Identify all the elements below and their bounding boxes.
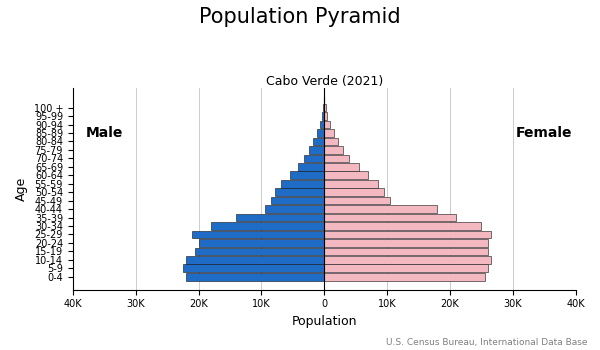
- Bar: [192, 231, 324, 238]
- Bar: [324, 197, 390, 204]
- Bar: [324, 256, 491, 264]
- Bar: [324, 239, 488, 247]
- Bar: [324, 205, 437, 213]
- Text: Male: Male: [86, 126, 123, 140]
- Bar: [275, 188, 324, 196]
- Bar: [324, 273, 485, 281]
- Bar: [290, 172, 324, 179]
- Bar: [324, 180, 377, 188]
- Bar: [211, 222, 324, 230]
- Bar: [320, 121, 324, 128]
- X-axis label: Population: Population: [292, 315, 357, 328]
- Bar: [308, 146, 324, 154]
- Bar: [265, 205, 324, 213]
- Title: Cabo Verde (2021): Cabo Verde (2021): [266, 75, 383, 88]
- Bar: [324, 121, 330, 128]
- Bar: [324, 129, 334, 137]
- Text: Population Pyramid: Population Pyramid: [199, 7, 401, 27]
- Bar: [236, 214, 324, 221]
- Bar: [324, 265, 488, 272]
- Y-axis label: Age: Age: [15, 176, 28, 201]
- Bar: [324, 163, 359, 171]
- Bar: [324, 172, 368, 179]
- Bar: [186, 273, 324, 281]
- Bar: [324, 112, 328, 120]
- Bar: [298, 163, 324, 171]
- Bar: [183, 265, 324, 272]
- Text: Female: Female: [516, 126, 572, 140]
- Bar: [304, 155, 324, 162]
- Bar: [323, 104, 324, 112]
- Bar: [324, 188, 384, 196]
- Bar: [324, 138, 338, 145]
- Bar: [324, 155, 349, 162]
- Bar: [271, 197, 324, 204]
- Bar: [324, 231, 491, 238]
- Bar: [322, 112, 324, 120]
- Bar: [186, 256, 324, 264]
- Bar: [281, 180, 324, 188]
- Bar: [199, 239, 324, 247]
- Bar: [313, 138, 324, 145]
- Bar: [324, 146, 343, 154]
- Bar: [324, 247, 488, 255]
- Bar: [324, 104, 326, 112]
- Bar: [324, 222, 481, 230]
- Bar: [317, 129, 324, 137]
- Bar: [324, 214, 456, 221]
- Bar: [196, 247, 324, 255]
- Text: U.S. Census Bureau, International Data Base: U.S. Census Bureau, International Data B…: [386, 337, 588, 346]
